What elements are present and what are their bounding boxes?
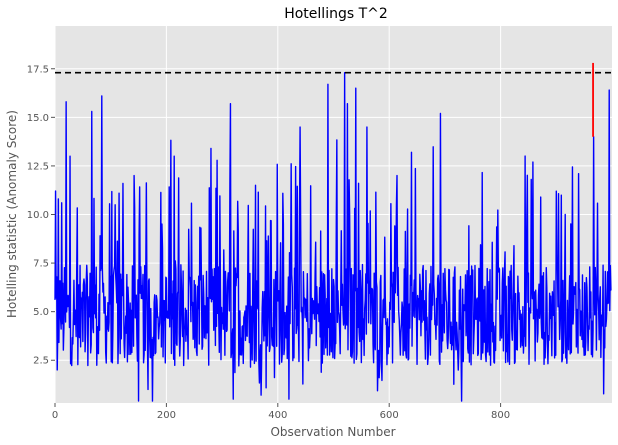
chart-title: Hotellings T^2	[284, 6, 388, 22]
y-tick-label: 10.0	[27, 210, 49, 221]
y-tick-label: 15.0	[27, 113, 49, 124]
y-tick-label: 2.5	[33, 356, 49, 367]
x-tick-label: 600	[380, 410, 399, 421]
y-axis-label: Hotelling statistic (Anomaly Score)	[5, 110, 19, 318]
x-tick-label: 200	[157, 410, 176, 421]
series-blue	[54, 71, 612, 402]
y-tick-label: 17.5	[27, 64, 49, 75]
y-tick-label: 12.5	[27, 161, 49, 172]
x-tick-label: 400	[268, 410, 287, 421]
y-tick-label: 5.0	[33, 307, 49, 318]
x-tick-label: 800	[491, 410, 510, 421]
x-axis-label: Observation Number	[270, 425, 395, 439]
y-tick-label: 7.5	[33, 259, 49, 270]
series-polyline	[54, 71, 612, 402]
x-tick-label: 0	[52, 410, 58, 421]
x-axis-ticks: 0 200 400 600 800	[52, 403, 510, 421]
y-axis-ticks: 2.5 5.0 7.5 10.0 12.5 15.0 17.5	[27, 64, 55, 367]
